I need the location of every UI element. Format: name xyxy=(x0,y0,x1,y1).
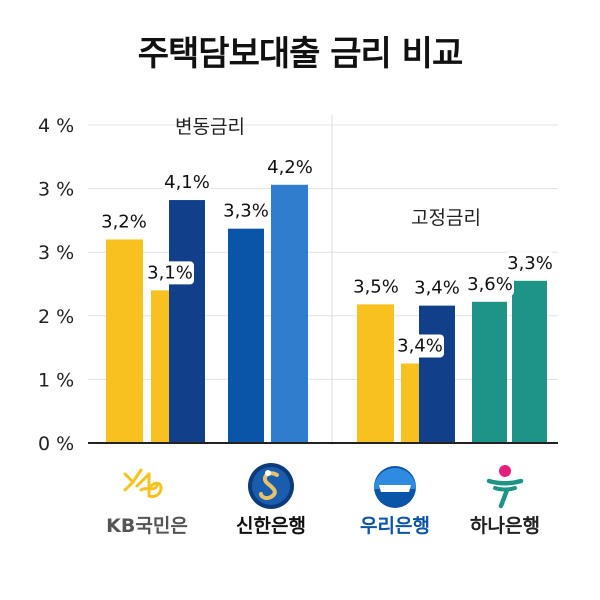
bars xyxy=(106,184,547,443)
value-label-background xyxy=(396,334,444,358)
hana-person-icon xyxy=(486,465,524,509)
value-label: 4,2% xyxy=(267,157,313,178)
bank-name-kb: KB국민은 xyxy=(106,515,188,537)
bar xyxy=(169,200,205,443)
bank-name-shinhan: 신한은행 xyxy=(236,515,306,537)
value-label: 3,4% xyxy=(414,278,460,299)
shinhan-s-icon xyxy=(248,463,294,509)
bar xyxy=(357,304,394,443)
woori-sunrise-icon xyxy=(374,466,416,508)
value-label: 3,3% xyxy=(507,253,553,274)
y-axis-ticks: 0 % 1 % 2 % 3 % 3 % 4 % xyxy=(38,115,74,455)
bar xyxy=(419,305,455,443)
value-label-background xyxy=(100,210,148,234)
value-label: 3,2% xyxy=(101,211,147,232)
bar xyxy=(472,301,507,443)
y-tick-label: 2 % xyxy=(38,306,74,328)
y-tick-label: 3 % xyxy=(38,179,74,201)
bar xyxy=(512,280,547,443)
chart-title: 주택담보대출 금리 비교 xyxy=(137,34,463,74)
bar xyxy=(106,239,143,443)
value-label: 3,6% xyxy=(467,274,513,295)
value-label-background xyxy=(466,272,514,296)
value-labels: 3,2%3,1%4,1%3,3%4,2%3,5%3,4%3,4% 3,6%3,3% xyxy=(100,155,554,358)
value-label-background xyxy=(146,261,194,285)
value-label: 3,5% xyxy=(353,276,399,297)
bar xyxy=(271,184,308,443)
bank-name-woori: 우리은행 xyxy=(360,515,430,537)
bar xyxy=(228,228,264,443)
group-label-fixed: 고정금리 xyxy=(411,207,481,229)
y-tick-label: 3 % xyxy=(38,242,74,264)
value-label: 3,4% xyxy=(397,336,443,357)
value-label-background xyxy=(413,276,461,300)
value-label-background xyxy=(506,251,554,275)
y-tick-label: 1 % xyxy=(38,369,74,391)
value-label-background xyxy=(266,155,314,179)
value-label-background xyxy=(163,171,211,195)
y-tick-label: 0 % xyxy=(38,433,74,455)
value-label-background xyxy=(222,199,270,223)
value-label: 4,1% xyxy=(164,172,210,193)
kb-star-icon xyxy=(123,468,163,498)
value-label: 3,1% xyxy=(147,262,193,283)
value-label: 3,3% xyxy=(223,201,269,222)
y-tick-label: 4 % xyxy=(38,115,74,137)
value-label-background xyxy=(352,275,400,299)
group-label-variable: 변동금리 xyxy=(175,116,245,138)
bank-name-hana: 하나은행 xyxy=(470,515,540,537)
